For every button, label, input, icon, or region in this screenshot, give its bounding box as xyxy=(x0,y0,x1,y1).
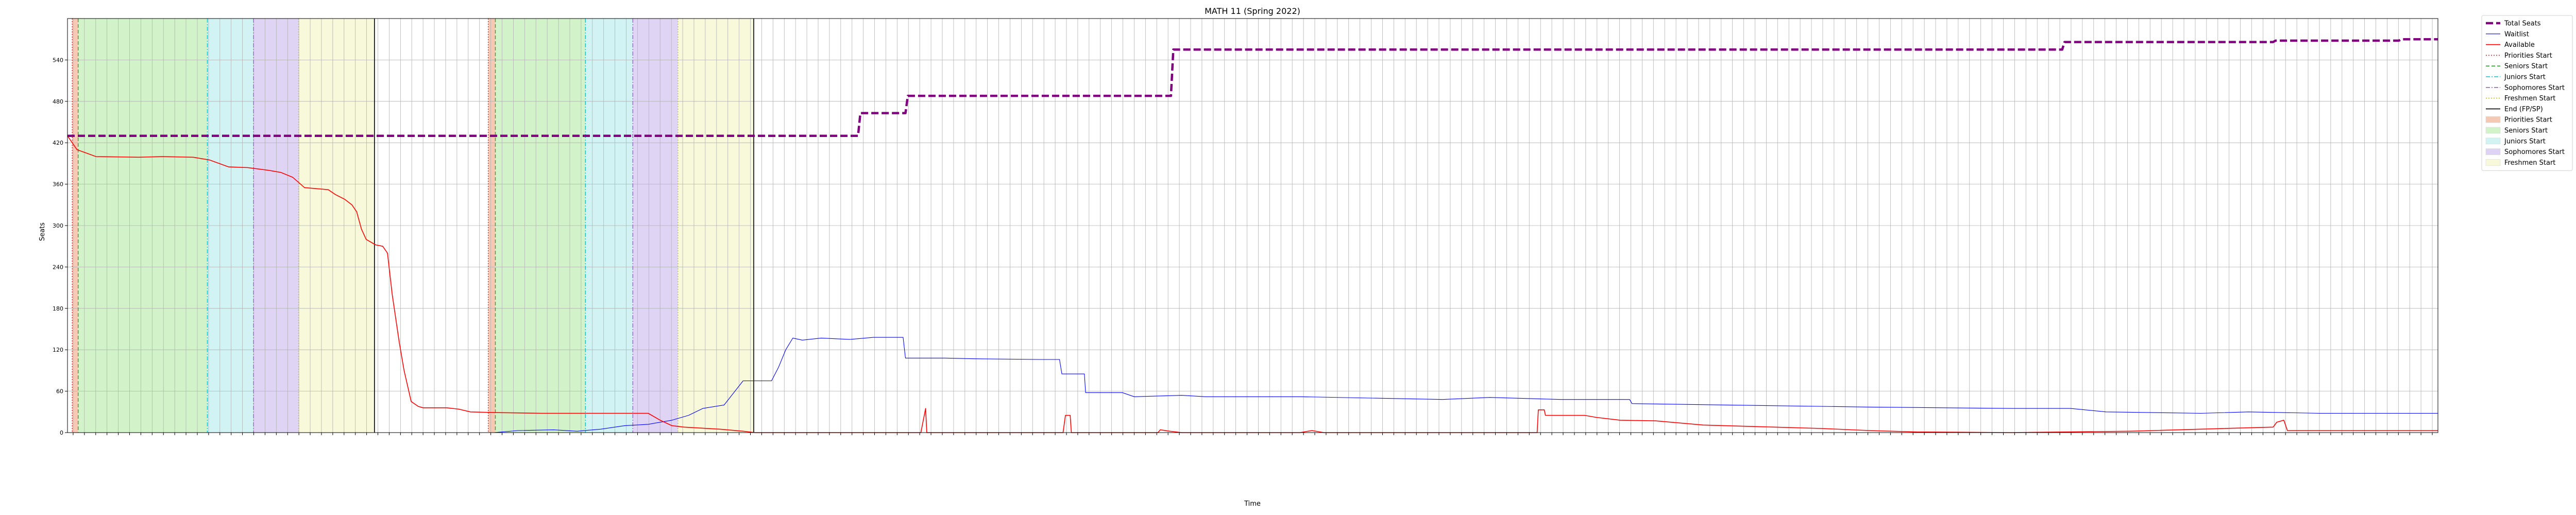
y-tick-label: 420 xyxy=(53,140,63,146)
x-axis-label: Time xyxy=(1244,500,1261,508)
series-total-seats xyxy=(67,38,2438,138)
legend-label: Seniors Start xyxy=(2504,63,2548,71)
chart-title: MATH 11 (Spring 2022) xyxy=(1205,6,1300,16)
legend-label: Freshmen Start xyxy=(2504,159,2555,167)
y-tick-label: 480 xyxy=(53,98,63,105)
legend-frame xyxy=(2481,15,2573,171)
legend-label: Sophomores Start xyxy=(2504,148,2565,156)
grid-lines xyxy=(67,19,2438,433)
legend-label: End (FP/SP) xyxy=(2504,106,2543,113)
legend-label: Priorities Start xyxy=(2504,52,2552,60)
legend: Total Seats Waitlist Available Priorities S… xyxy=(2481,15,2573,171)
legend-label: Total Seats xyxy=(2504,20,2541,28)
legend-swatch xyxy=(2485,148,2501,155)
y-tick-label: 360 xyxy=(53,181,63,188)
legend-swatch xyxy=(2485,127,2501,134)
series-available xyxy=(67,135,2438,433)
series-waitlist xyxy=(67,337,2438,433)
y-tick-label: 0 xyxy=(60,430,63,436)
series-lines xyxy=(67,38,2438,433)
y-tick-label: 540 xyxy=(53,57,63,63)
legend-label: Sophomores Start xyxy=(2504,84,2565,92)
legend-label: Freshmen Start xyxy=(2504,95,2555,102)
y-axis-ticks: 0 60 120 180 240 300 360 420 480 540 xyxy=(53,57,67,436)
legend-label: Priorities Start xyxy=(2504,116,2552,124)
legend-swatch xyxy=(2485,159,2501,166)
x-axis-ticks xyxy=(73,433,2433,435)
y-tick-label: 60 xyxy=(56,388,63,395)
y-tick-label: 300 xyxy=(53,222,63,229)
y-tick-label: 180 xyxy=(53,305,63,312)
y-tick-label: 120 xyxy=(53,347,63,353)
legend-swatch xyxy=(2485,138,2501,145)
y-tick-label: 240 xyxy=(53,264,63,270)
legend-swatch xyxy=(2485,116,2501,123)
y-axis-label: Seats xyxy=(39,222,46,241)
legend-label: Waitlist xyxy=(2504,30,2529,38)
legend-label: Seniors Start xyxy=(2504,127,2548,135)
legend-label: Juniors Start xyxy=(2504,138,2546,145)
period-start-markers xyxy=(72,19,754,433)
legend-label: Juniors Start xyxy=(2504,74,2546,81)
legend-label: Available xyxy=(2504,41,2535,49)
